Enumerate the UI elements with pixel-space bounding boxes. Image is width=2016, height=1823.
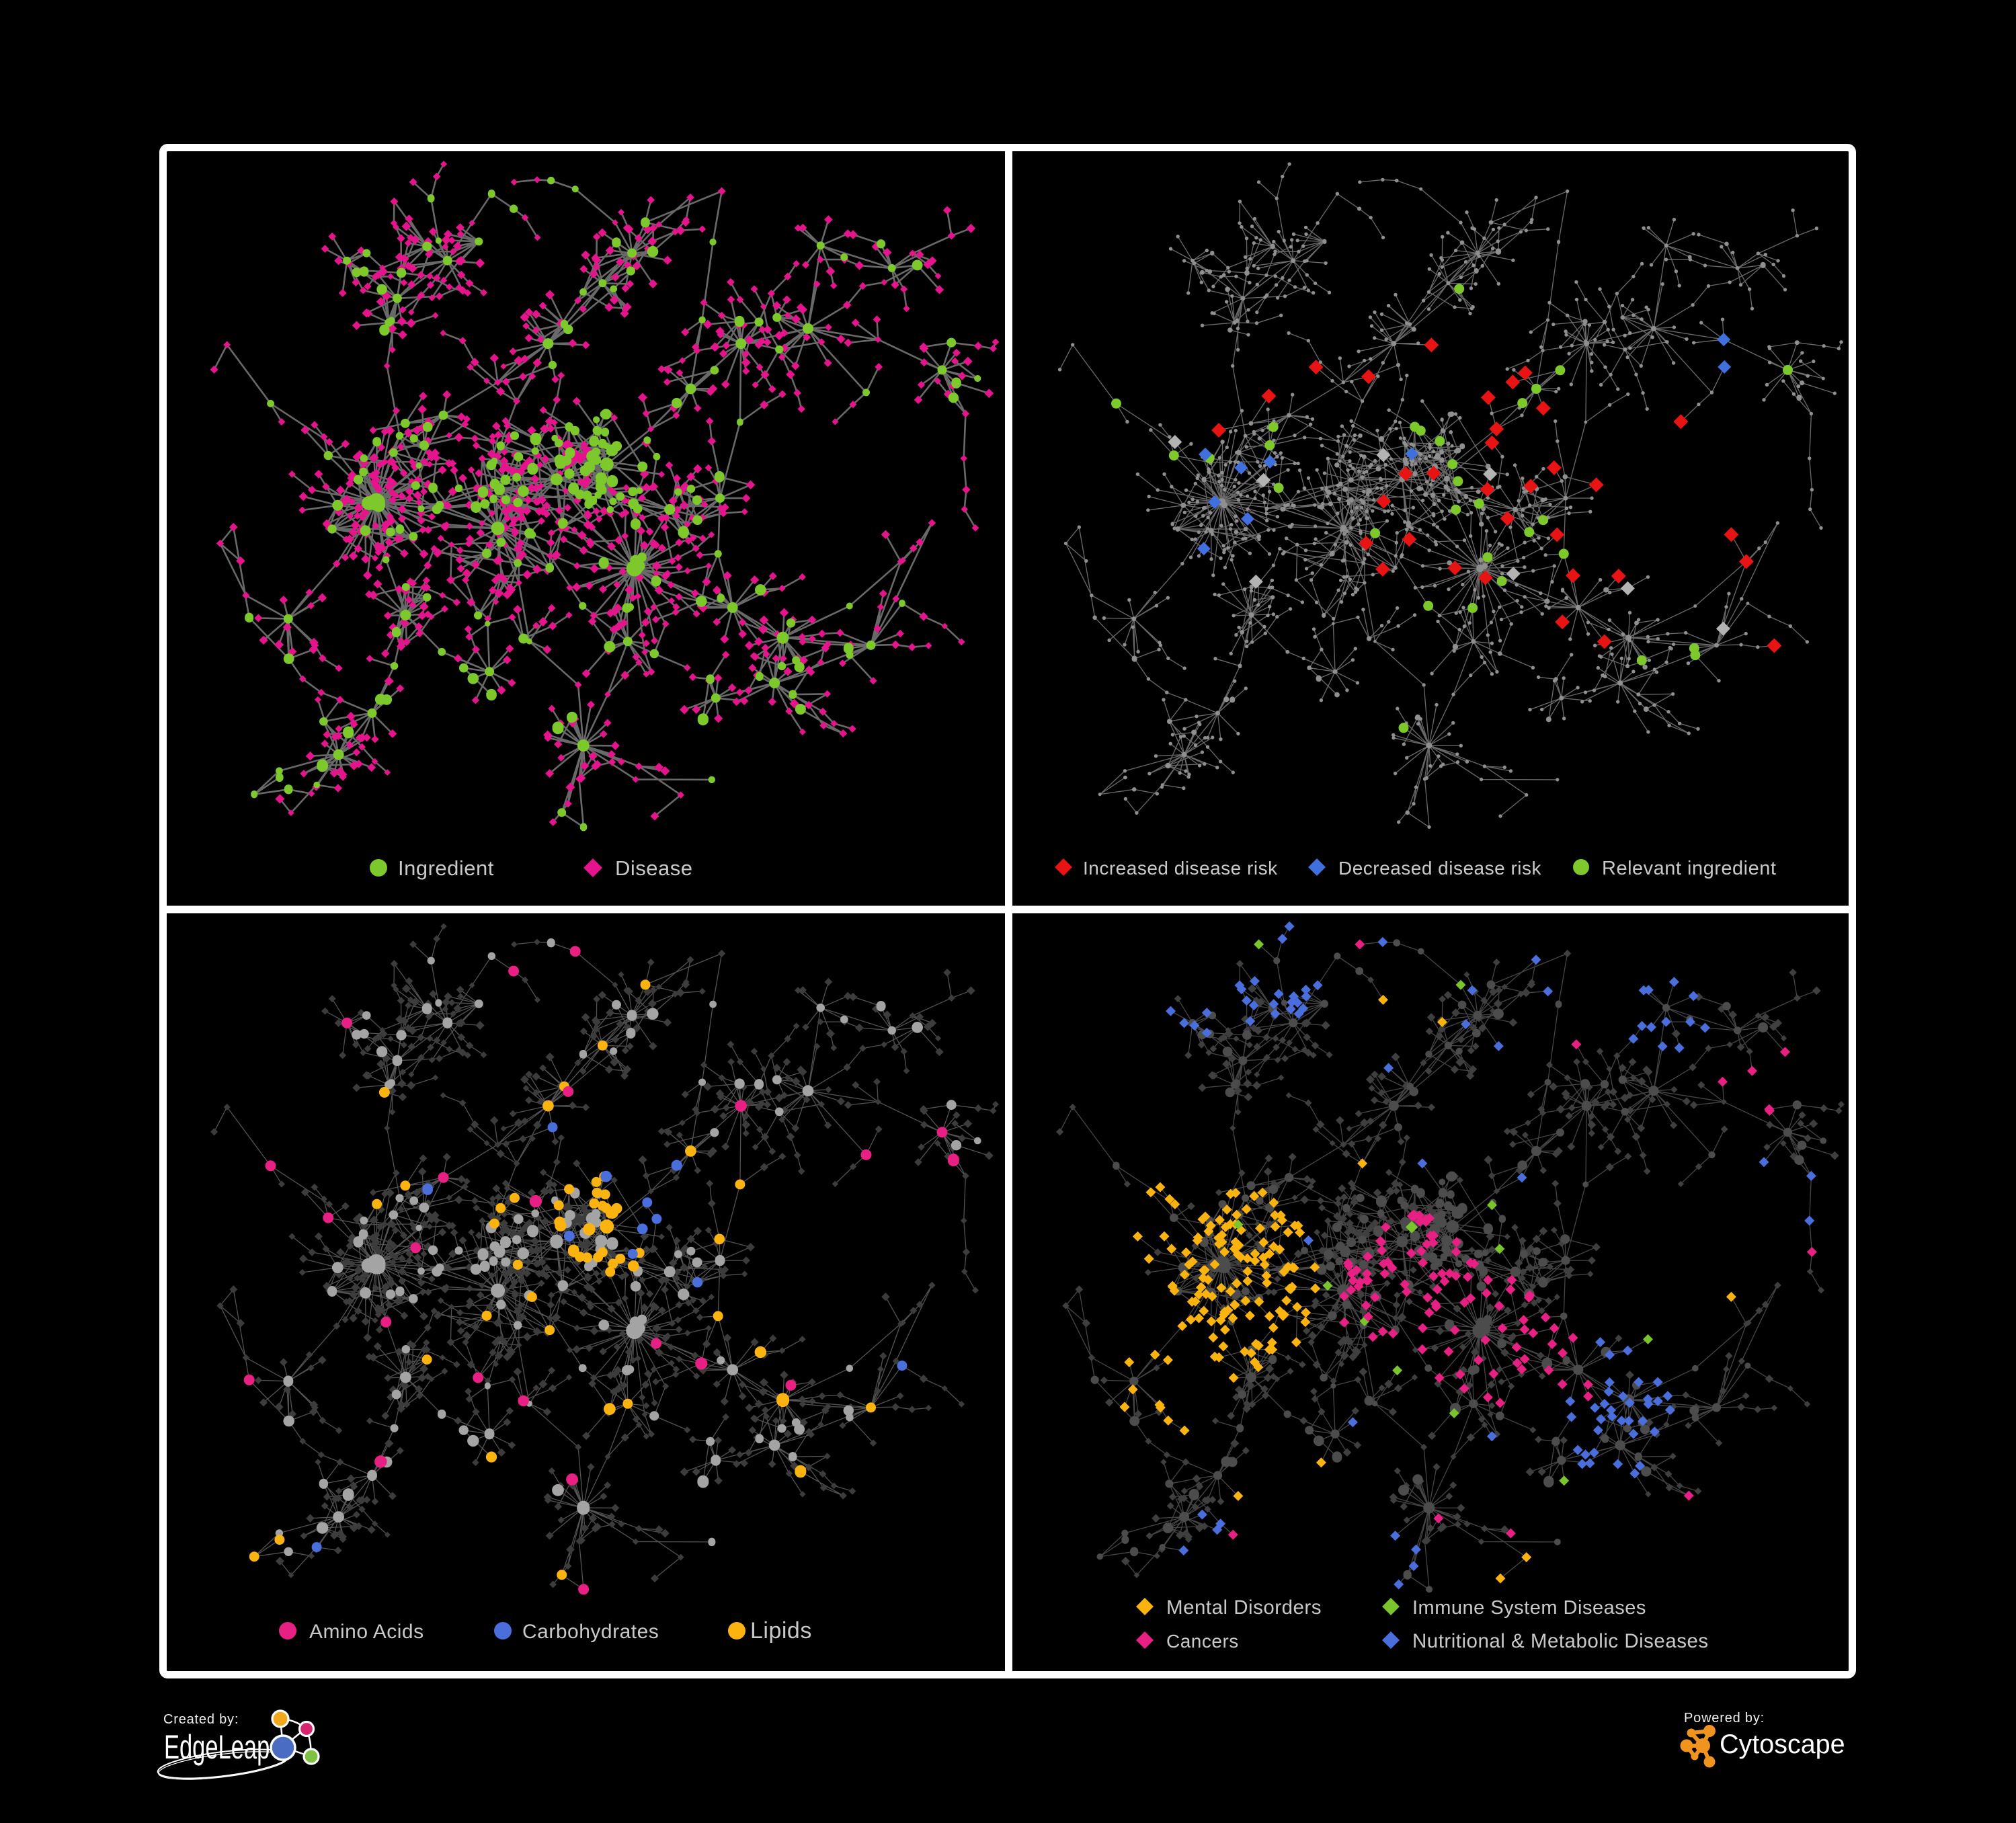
svg-text:Lipids: Lipids: [750, 1618, 812, 1644]
svg-text:Powered by:: Powered by:: [1684, 1711, 1765, 1726]
svg-text:Carbohydrates: Carbohydrates: [522, 1621, 659, 1643]
svg-text:Nutritional & Metabolic Diseas: Nutritional & Metabolic Diseases: [1412, 1630, 1709, 1652]
svg-text:Cancers: Cancers: [1166, 1631, 1239, 1652]
svg-text:Amino Acids: Amino Acids: [309, 1621, 424, 1643]
svg-text:Relevant ingredient: Relevant ingredient: [1602, 858, 1776, 879]
svg-text:Immune System Diseases: Immune System Diseases: [1412, 1597, 1646, 1619]
svg-text:Mental Disorders: Mental Disorders: [1166, 1596, 1322, 1619]
svg-text:Disease: Disease: [615, 856, 693, 880]
svg-text:Decreased disease risk: Decreased disease risk: [1338, 858, 1542, 879]
svg-text:Ingredient: Ingredient: [398, 856, 494, 880]
svg-text:EdgeLeap: EdgeLeap: [164, 1729, 270, 1767]
svg-text:Created by:: Created by:: [163, 1712, 239, 1727]
svg-text:Increased disease risk: Increased disease risk: [1083, 858, 1278, 879]
svg-text:Cytoscape: Cytoscape: [1720, 1730, 1845, 1759]
